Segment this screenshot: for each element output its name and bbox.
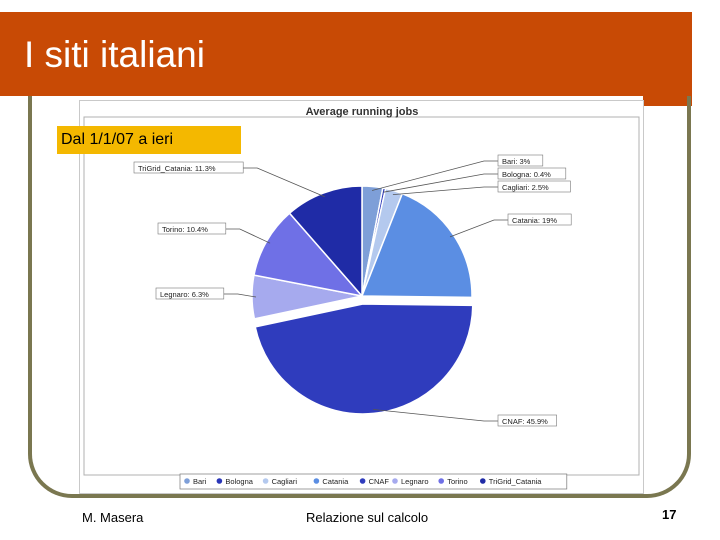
- callout-box-legnaro: [155, 287, 225, 300]
- callout-line-torino: [225, 228, 271, 244]
- callout-box-bologna: [497, 167, 567, 180]
- slice-label-legnaro: Legnaro: 6.3%: [160, 290, 209, 299]
- legend-label-catania: Catania: [322, 477, 349, 486]
- legend-label-bologna: Bologna: [225, 477, 253, 486]
- footer-author: M. Masera: [82, 510, 144, 525]
- legend-label-legnaro: Legnaro: [401, 477, 429, 486]
- callout-line-catania: [449, 219, 508, 238]
- chart-title: Average running jobs: [306, 106, 419, 118]
- slide-frame: [28, 96, 691, 498]
- callout-line-cagliari: [392, 186, 498, 195]
- title-bar-accent: [643, 12, 692, 106]
- page-number: 17: [662, 507, 677, 522]
- callout-box-trigrid-catania: [133, 161, 244, 174]
- callout-line-bari: [371, 160, 498, 191]
- legend-label-trigrid-catania: TriGrid_Catania: [489, 477, 542, 486]
- callout-line-legnaro: [223, 293, 257, 298]
- legend-swatch-catania: [313, 478, 320, 484]
- legend-swatch-legnaro: [392, 478, 398, 484]
- callout-line-cnaf: [373, 409, 498, 422]
- slice-label-bologna: Bologna: 0.4%: [502, 170, 551, 179]
- legend-swatch-bologna: [216, 478, 223, 484]
- slice-label-bari: Bari: 3%: [502, 157, 531, 166]
- footer-title: Relazione sul calcolo: [306, 510, 429, 525]
- callout-box-cagliari: [497, 180, 571, 193]
- pie-slice-trigrid-catania: [288, 185, 363, 298]
- legend-label-cagliari: Cagliari: [272, 477, 298, 486]
- callout-line-trigrid-catania: [243, 167, 325, 198]
- callout-box-catania: [507, 213, 572, 226]
- callout-box-torino: [157, 222, 227, 235]
- legend-swatch-trigrid-catania: [480, 478, 486, 484]
- legend-frame: [179, 473, 568, 490]
- legend-swatch-cagliari: [262, 478, 269, 484]
- pie-slice-cnaf: [254, 303, 474, 415]
- callout-line-bologna: [383, 173, 498, 193]
- pie-slice-catania: [360, 192, 473, 299]
- slice-label-cnaf: CNAF: 45.9%: [502, 417, 548, 426]
- legend-swatch-cnaf: [359, 478, 366, 484]
- slice-label-catania: Catania: 19%: [512, 216, 557, 225]
- callout-box-bari: [497, 154, 544, 167]
- callout-box-cnaf: [497, 414, 557, 427]
- legend-label-torino: Torino: [447, 477, 467, 486]
- chart-panel: Average running jobs Bari: 3% Bologna: 0.…: [79, 100, 644, 494]
- slice-label-trigrid-catania: TriGrid_Catania: 11.3%: [138, 164, 216, 173]
- legend-swatch-torino: [438, 478, 445, 484]
- title-bar: [0, 12, 692, 96]
- date-range-label: Dal 1/1/07 a ieri: [57, 126, 241, 154]
- legend-label-bari: Bari: [193, 477, 207, 486]
- legend-swatch-bari: [184, 478, 190, 484]
- slide-title: I siti italiani: [24, 34, 205, 75]
- pie-chart: Average running jobs Bari: 3% Bologna: 0.…: [83, 106, 640, 490]
- slice-label-cagliari: Cagliari: 2.5%: [502, 183, 549, 192]
- slice-label-torino: Torino: 10.4%: [162, 225, 208, 234]
- legend-label-cnaf: CNAF: [369, 477, 390, 486]
